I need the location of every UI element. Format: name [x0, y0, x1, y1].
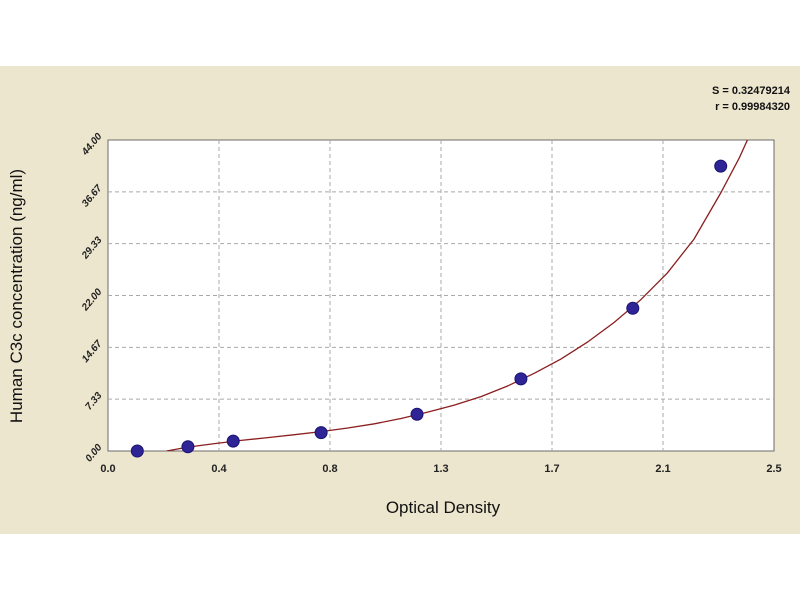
y-axis-title: Human C3c concentration (ng/ml)	[7, 169, 26, 423]
grid	[108, 140, 774, 451]
y-tick-label: 36.67	[80, 183, 105, 210]
data-point	[226, 434, 240, 448]
x-tick-label: 0.4	[211, 463, 227, 475]
x-axis-title: Optical Density	[386, 498, 501, 517]
x-tick-label: 2.5	[766, 463, 781, 475]
stats-block: S = 0.32479214 r = 0.99984320	[712, 85, 791, 113]
stat-r-label: r = 0.99984320	[715, 101, 790, 113]
data-point	[714, 159, 728, 173]
y-tick-label: 44.00	[79, 131, 104, 158]
data-point	[410, 407, 424, 421]
x-tick-label: 1.3	[433, 463, 448, 475]
y-tick-label: 22.00	[79, 286, 104, 313]
y-tick-label: 7.33	[84, 390, 105, 412]
chart-panel: S = 0.32479214 r = 0.99984320 0.0 0.4 0.8 1…	[0, 66, 800, 534]
data-point	[314, 426, 328, 440]
data-point	[514, 372, 528, 386]
x-tick-label: 0.8	[322, 463, 337, 475]
data-point	[130, 444, 144, 458]
data-point	[626, 301, 640, 315]
y-tick-label: 29.33	[79, 235, 104, 262]
x-tick-label: 0.0	[100, 463, 115, 475]
x-tick-label: 1.7	[544, 463, 559, 475]
fit-curve-group	[166, 140, 749, 451]
data-point	[181, 440, 195, 454]
x-tick-label: 2.1	[655, 463, 670, 475]
stat-s-label: S = 0.32479214	[712, 85, 791, 97]
y-tick-label: 14.67	[80, 338, 105, 365]
data-points	[130, 159, 728, 458]
y-tick-label: 0.00	[84, 442, 105, 464]
chart-svg: S = 0.32479214 r = 0.99984320 0.0 0.4 0.8 1…	[7, 85, 791, 517]
fit-curve	[166, 140, 749, 451]
